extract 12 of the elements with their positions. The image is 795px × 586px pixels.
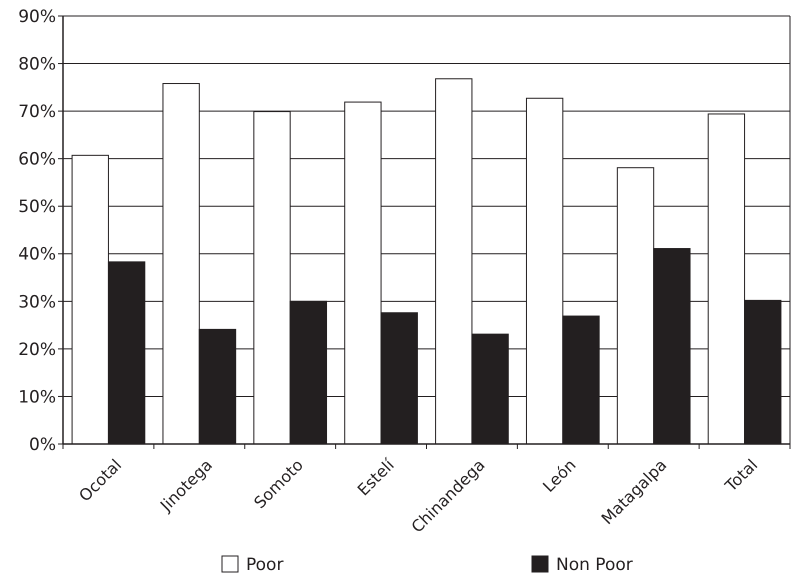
y-tick-label: 40% (18, 244, 56, 265)
y-tick-label: 60% (18, 150, 56, 170)
y-tick-label: 30% (18, 292, 56, 312)
y-tick-label: 50% (18, 197, 56, 218)
y-tick-label: 0% (29, 434, 56, 455)
y-tick-label: 20% (18, 340, 56, 360)
y-tick-label: 80% (18, 54, 56, 75)
y-tick-label: 90% (18, 6, 56, 27)
y-tick-label: 70% (18, 102, 56, 122)
y-tick-label: 10% (18, 387, 56, 408)
legend-label: Non Poor (556, 554, 633, 575)
legend-label: Poor (246, 554, 284, 575)
